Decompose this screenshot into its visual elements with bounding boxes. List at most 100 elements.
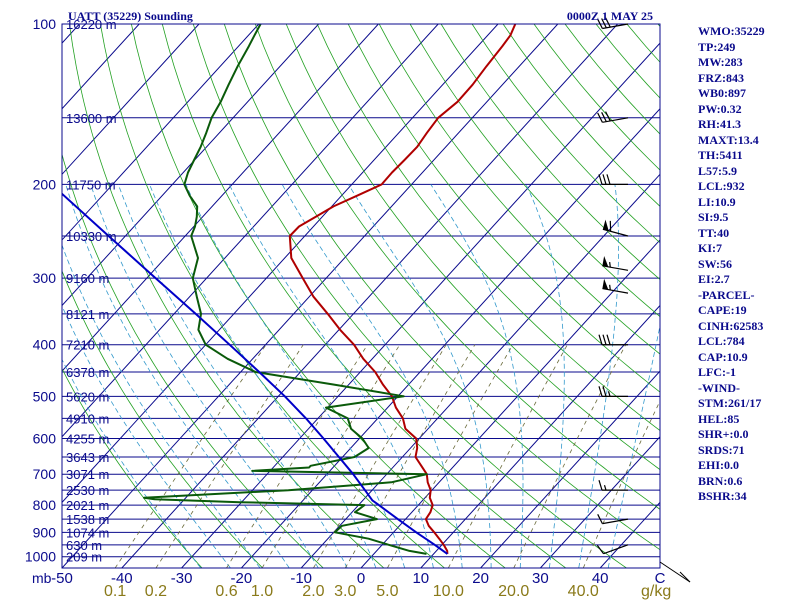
wind-barb-flag	[597, 514, 603, 524]
temperature-tick-label: -50	[51, 570, 73, 587]
wind-barb-half-flag	[609, 261, 611, 268]
index-entry: CAP:10.9	[698, 349, 748, 364]
mixing-ratio-tick-label: 1.0	[251, 583, 273, 600]
temperature-tick-label: -10	[290, 570, 312, 587]
temperature-tick-label: 0	[357, 570, 365, 587]
dry-adiabat-line	[440, 24, 660, 281]
dry-adiabat-line	[223, 24, 660, 551]
mixing-ratio-tick-label: 0.2	[145, 583, 167, 600]
isotherm-line	[540, 436, 660, 568]
height-label: 11750 m	[66, 177, 116, 192]
height-label: 10330 m	[66, 229, 117, 244]
wind-barb	[596, 544, 629, 555]
height-label: 1538 m	[66, 512, 109, 527]
mixing-ratio-tick-label: 0.1	[104, 583, 126, 600]
index-entry: EI:2.7	[698, 272, 730, 286]
height-label: 9160 m	[66, 271, 109, 286]
height-label: 5620 m	[66, 389, 109, 404]
wind-barb-half-flag	[607, 391, 611, 397]
wind-barbs	[596, 17, 691, 583]
isotherm-line	[181, 42, 660, 568]
index-entry: TH:5411	[698, 148, 743, 162]
index-entry: CAPE:19	[698, 303, 747, 317]
index-entry: LI:10.9	[698, 194, 736, 209]
wind-barb-flag	[606, 334, 611, 345]
index-entry: -WIND-	[698, 380, 740, 395]
mixing-ratio-tick-label: 20.0	[498, 583, 529, 600]
dry-adiabat-line	[254, 24, 660, 510]
wind-barb-pennant	[602, 255, 609, 267]
index-entry: WMO:35229	[698, 24, 765, 38]
index-entry: TT:40	[698, 225, 730, 240]
mixing-ratio-line	[313, 344, 447, 568]
wind-barb	[602, 278, 629, 294]
dry-adiabat-line	[161, 24, 567, 568]
index-entry: LFC:-1	[698, 365, 736, 379]
wind-barb-flag	[602, 334, 607, 345]
hodograph-axis	[659, 561, 691, 583]
wind-barb-pennant	[602, 219, 609, 231]
wind-barb-pennant	[602, 278, 609, 290]
height-label: 2530 m	[66, 483, 109, 498]
wind-barb	[598, 174, 628, 185]
dry-adiabat-line	[378, 24, 660, 355]
index-entry: FRZ:843	[698, 70, 744, 85]
wind-barb-staff	[602, 23, 629, 30]
mixing-ratio-tick-label: 0.6	[215, 583, 237, 600]
wind-barb-staff	[603, 544, 629, 555]
mixing-ratio-line	[387, 344, 514, 568]
dry-adiabat-line	[192, 24, 627, 568]
wind-barb-flag	[605, 17, 611, 28]
moist-adiabat-line	[62, 358, 202, 568]
height-label: 209 m	[66, 550, 102, 565]
dewpoint-profile	[143, 24, 428, 555]
wind-barb-flag	[597, 18, 603, 29]
index-entry: MW:283	[698, 55, 743, 69]
index-entry: WB0:897	[698, 86, 746, 100]
isotherm-line	[62, 24, 559, 568]
mixing-ratio-line	[582, 399, 660, 568]
height-label: 7210 m	[66, 338, 109, 353]
wind-barb-staff	[602, 117, 629, 123]
moist-adiabat-line	[90, 184, 319, 568]
dry-adiabat-line	[316, 24, 660, 432]
isotherm-line	[62, 24, 319, 307]
isotherm-line	[62, 24, 379, 372]
height-label: 3643 m	[66, 450, 109, 465]
grid-lines	[62, 24, 660, 568]
temperature-tick-label: 40	[592, 570, 609, 587]
dry-adiabat-line	[347, 24, 660, 393]
moist-adiabat-line	[525, 184, 565, 568]
pressure-tick-label: 900	[33, 524, 57, 540]
height-label: 13600 m	[66, 111, 117, 126]
temperature-tick-label: -20	[231, 570, 253, 587]
mixing-ratio-line	[155, 344, 304, 568]
isotherm-line	[62, 24, 439, 438]
wind-barb-staff	[602, 265, 629, 271]
mixing-ratio-tick-label: 3.0	[334, 583, 356, 600]
wind-barb-flag	[596, 545, 605, 555]
isotherm-line	[241, 107, 660, 568]
index-entry: EHI:0.0	[698, 458, 740, 472]
isotherm-line	[62, 24, 499, 504]
wind-barb-half-flag	[609, 284, 611, 291]
temperature-tick-label: 10	[412, 570, 429, 587]
index-entry: SI:9.5	[698, 210, 729, 224]
dry-adiabat-line	[285, 24, 660, 471]
wind-barb-flag	[598, 386, 603, 397]
height-label: 16220 m	[66, 17, 117, 32]
wind-barb	[597, 514, 629, 525]
temperature-profile	[288, 24, 517, 554]
mixing-ratio-unit-label: g/kg	[641, 583, 671, 600]
mixing-ratio-tick-label: 10.0	[433, 583, 464, 600]
height-label: 4255 m	[66, 432, 109, 447]
moist-adiabat-line	[228, 184, 434, 568]
wind-barb-staff	[602, 287, 629, 294]
wind-barb-flag	[598, 334, 603, 345]
wind-barb	[598, 334, 628, 346]
moist-adiabat-line	[347, 184, 492, 568]
moist-adiabat-line	[185, 184, 406, 568]
temperature-tick-label: -30	[171, 570, 193, 587]
mixing-ratio-tick-label: 5.0	[376, 583, 398, 600]
